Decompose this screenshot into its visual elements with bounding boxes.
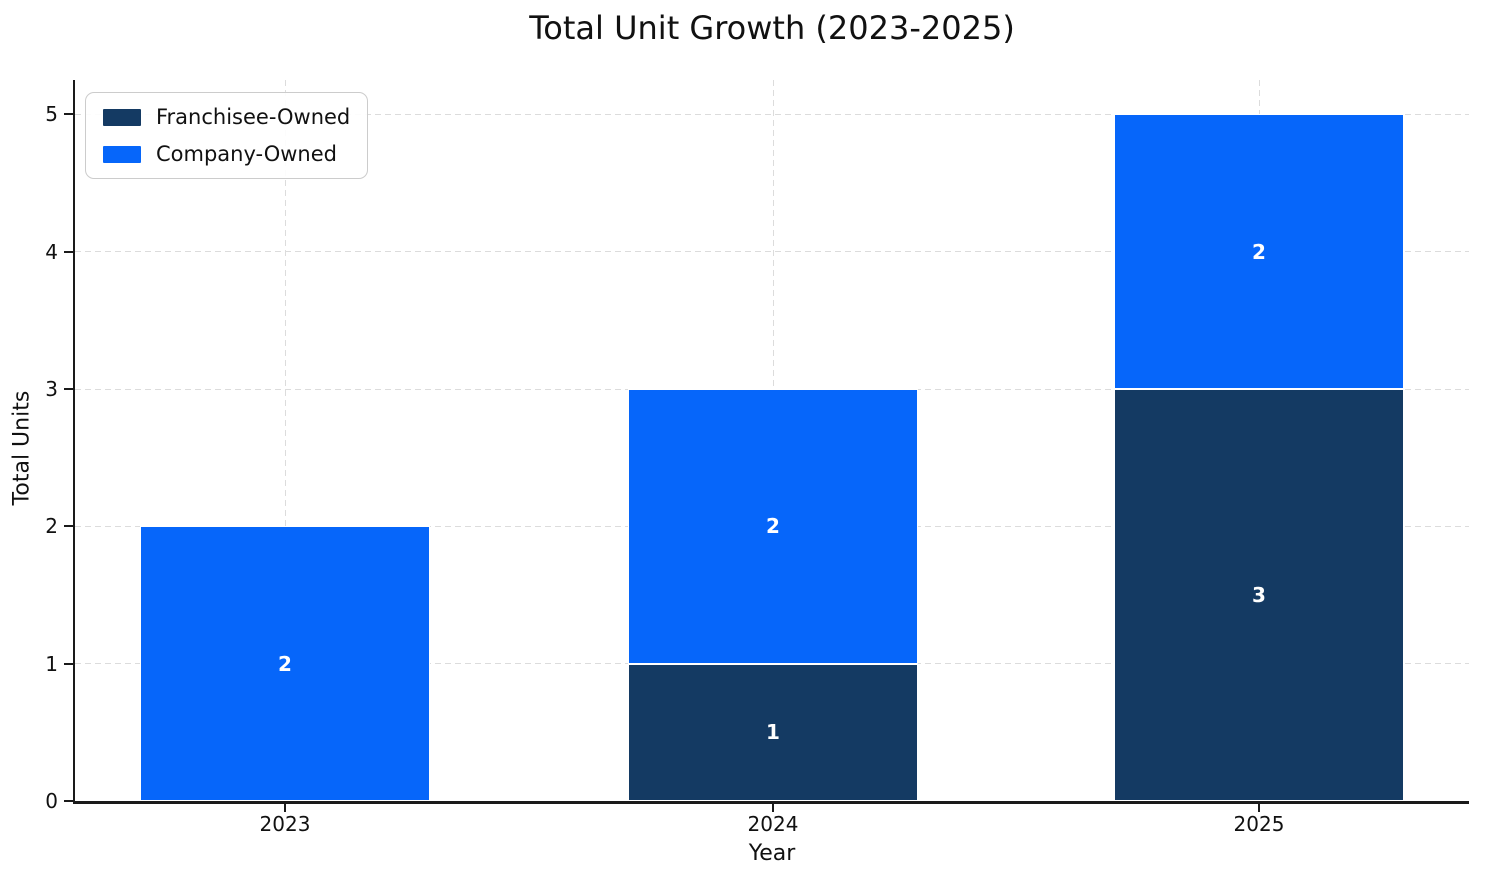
x-tick-label: 2023 xyxy=(259,812,311,836)
y-tick-label: 3 xyxy=(45,377,58,401)
x-axis-label: Year xyxy=(748,841,796,866)
legend: Franchisee-Owned Company-Owned xyxy=(85,92,369,179)
legend-swatch xyxy=(103,108,141,126)
x-axis-spine xyxy=(72,801,1469,804)
bar-value-label: 2 xyxy=(1252,239,1266,264)
y-tick-mark xyxy=(64,113,73,116)
x-tick-label: 2024 xyxy=(747,812,799,836)
x-tick-mark xyxy=(772,803,774,812)
y-tick-label: 4 xyxy=(45,239,58,264)
legend-swatch xyxy=(103,145,141,163)
legend-label: Company-Owned xyxy=(156,142,337,166)
y-tick-label: 5 xyxy=(45,102,58,127)
y-tick-mark xyxy=(64,525,73,528)
y-axis-spine xyxy=(72,80,75,804)
bar-value-label: 1 xyxy=(766,720,780,745)
bar-value-label: 2 xyxy=(766,514,780,539)
gridline-horizontal xyxy=(75,388,1469,390)
y-tick-mark xyxy=(64,662,73,665)
x-tick-mark xyxy=(1258,803,1260,812)
bar-segment xyxy=(140,526,430,801)
bar-value-label: 2 xyxy=(278,651,292,676)
legend-item: Company-Owned xyxy=(103,141,350,167)
y-tick-label: 1 xyxy=(45,651,58,676)
x-tick-label: 2025 xyxy=(1233,812,1285,836)
y-tick-label: 2 xyxy=(45,514,58,539)
y-tick-mark xyxy=(64,250,73,253)
legend-label: Franchisee-Owned xyxy=(156,105,351,129)
y-tick-label: 0 xyxy=(45,789,58,813)
chart-title: Total Unit Growth (2023-2025) xyxy=(529,9,1015,47)
bar-value-label: 3 xyxy=(1252,583,1266,607)
gridline-vertical xyxy=(284,80,286,801)
bar-segment xyxy=(628,389,918,664)
y-axis-label: Total Units xyxy=(9,390,35,506)
legend-item: Franchisee-Owned xyxy=(103,104,350,130)
bar-segment xyxy=(628,663,918,801)
plot-area: 2 1 2 3 2 xyxy=(75,80,1469,801)
bar-segment xyxy=(1114,114,1404,389)
bar-segment xyxy=(1114,389,1404,801)
gridline-horizontal xyxy=(75,113,1469,115)
y-tick-mark xyxy=(64,800,73,802)
y-tick-mark xyxy=(64,388,73,390)
x-tick-mark xyxy=(284,803,286,812)
gridline-horizontal xyxy=(75,251,1469,253)
